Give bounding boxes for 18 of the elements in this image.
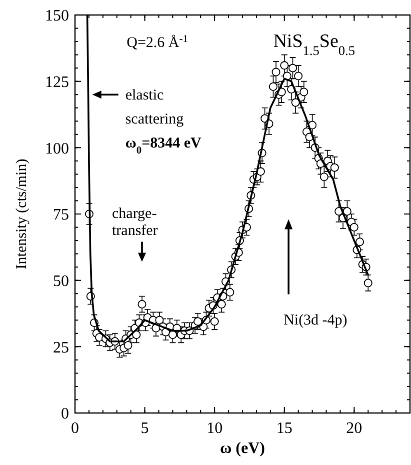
- x-tick-label: 20: [346, 420, 362, 437]
- annotation: Ni(3d -4p): [284, 312, 348, 328]
- y-tick-label: 25: [53, 339, 69, 356]
- y-tick-label: 100: [45, 140, 69, 158]
- x-tick-label: 15: [276, 420, 292, 437]
- y-tick-label: 0: [61, 406, 69, 423]
- y-tick-label: 150: [45, 8, 69, 25]
- annotation: NiS$_{1.5}$Se$_{0.5}$: [273, 30, 356, 58]
- x-axis-title: ω (eV): [220, 440, 266, 457]
- annotation: elastic scattering ω$_{0}$=8344 eV: [125, 88, 202, 156]
- x-tick-label: 10: [206, 420, 223, 437]
- y-tick-label: 125: [45, 74, 69, 91]
- x-tick-label: 5: [140, 420, 149, 437]
- annotation: Q=2.6 Å$^{-1}$: [126, 33, 188, 51]
- y-axis-title: Intensity (cts/min): [14, 158, 30, 270]
- annotation: charge- transfer: [112, 206, 158, 239]
- y-tick-label: 50: [53, 272, 69, 290]
- y-tick-label: 75: [53, 206, 69, 224]
